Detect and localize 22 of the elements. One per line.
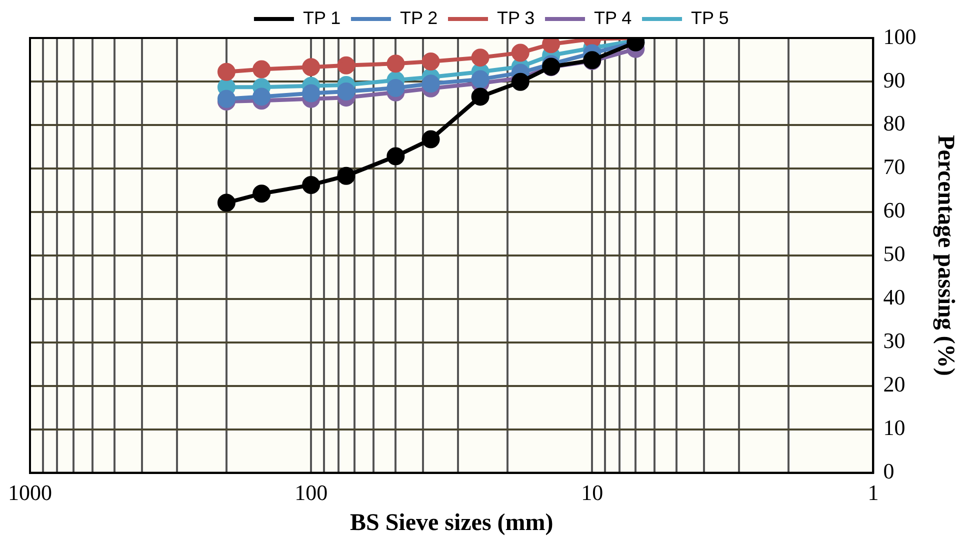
y-tick-label: 50 [883,241,906,266]
y-tick-label: 70 [883,154,906,180]
y-axis-title: Percentage passing (%) [932,134,958,376]
y-tick-label: 40 [883,284,906,310]
legend-label: TP 4 [594,8,632,28]
y-tick-label: 0 [883,458,894,484]
y-tick-label: 60 [883,198,906,223]
y-tick-label: 10 [883,415,906,440]
y-tick-label: 30 [883,328,906,354]
x-tick-label: 1000 [8,480,52,505]
y-tick-label: 90 [883,67,906,92]
y-tick-label: 20 [883,372,906,397]
x-tick-label: 10 [581,480,604,505]
legend-label: TP 5 [691,8,729,28]
x-tick-label: 1 [868,480,879,505]
legend-label: TP 1 [302,8,341,28]
x-axis-title: BS Sieve sizes (mm) [350,510,554,536]
legend-label: TP 3 [496,8,535,28]
x-tick-label: 100 [294,480,328,505]
y-tick-label: 100 [883,24,916,49]
y-tick-label: 80 [883,110,906,136]
legend-label: TP 2 [400,8,438,28]
